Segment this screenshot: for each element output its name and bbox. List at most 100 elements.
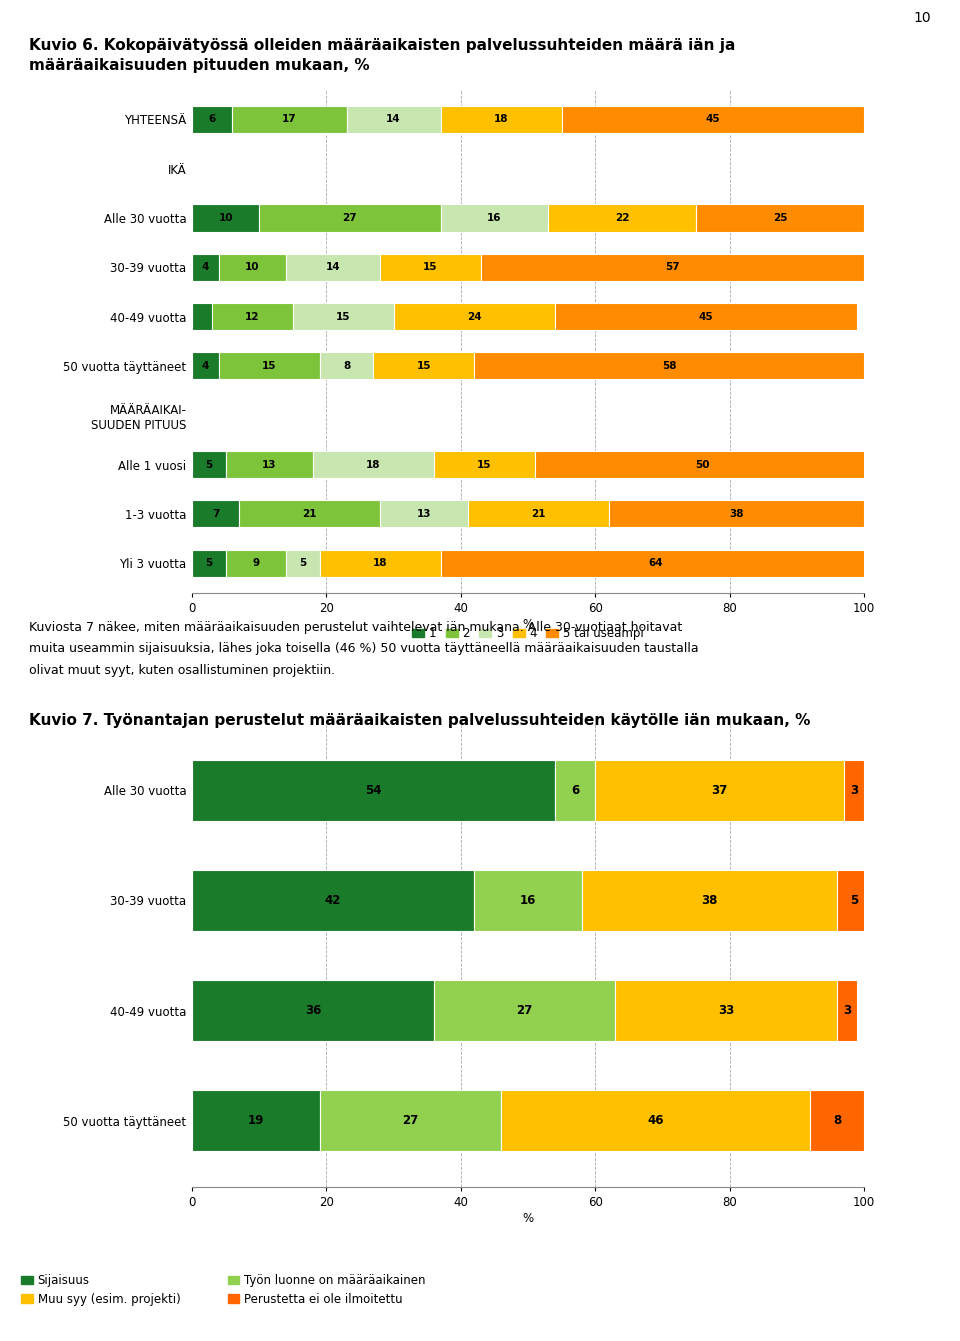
Bar bbox=[696, 204, 864, 232]
Text: 46: 46 bbox=[647, 1114, 664, 1128]
Bar bbox=[481, 253, 864, 280]
Text: 18: 18 bbox=[493, 114, 509, 125]
Bar bbox=[615, 980, 837, 1041]
Bar bbox=[562, 106, 864, 133]
Bar bbox=[313, 451, 434, 479]
Text: 3: 3 bbox=[850, 783, 858, 797]
Bar bbox=[501, 1090, 810, 1151]
Bar bbox=[844, 760, 864, 821]
Text: 27: 27 bbox=[402, 1114, 419, 1128]
Bar bbox=[441, 204, 548, 232]
Text: 4: 4 bbox=[202, 361, 209, 371]
Bar bbox=[380, 253, 481, 280]
Bar bbox=[474, 870, 582, 931]
X-axis label: %: % bbox=[522, 1211, 534, 1224]
Bar bbox=[394, 303, 555, 330]
Text: 14: 14 bbox=[325, 263, 341, 272]
Bar bbox=[555, 303, 857, 330]
Text: 27: 27 bbox=[516, 1004, 533, 1016]
Text: 50: 50 bbox=[695, 460, 710, 469]
Text: 10: 10 bbox=[245, 263, 260, 272]
Bar bbox=[380, 500, 468, 527]
Bar bbox=[192, 870, 474, 931]
Text: 5: 5 bbox=[300, 558, 306, 569]
Bar bbox=[837, 980, 857, 1041]
Text: 19: 19 bbox=[248, 1114, 264, 1128]
Text: 8: 8 bbox=[343, 361, 350, 371]
Bar bbox=[468, 500, 609, 527]
Text: määräaikaisuuden pituuden mukaan, %: määräaikaisuuden pituuden mukaan, % bbox=[29, 58, 370, 72]
Bar bbox=[441, 106, 562, 133]
Bar bbox=[320, 1090, 501, 1151]
Bar bbox=[226, 451, 313, 479]
Text: 58: 58 bbox=[661, 361, 677, 371]
Bar bbox=[810, 1090, 864, 1151]
Text: 5: 5 bbox=[205, 460, 212, 469]
Legend: 1, 2, 3, 4, 5 tai useampi: 1, 2, 3, 4, 5 tai useampi bbox=[408, 622, 648, 645]
Bar bbox=[192, 253, 219, 280]
Bar bbox=[837, 870, 871, 931]
Text: 21: 21 bbox=[302, 508, 317, 519]
Bar bbox=[192, 106, 232, 133]
Bar bbox=[548, 204, 696, 232]
Text: 16: 16 bbox=[487, 213, 502, 223]
Text: 12: 12 bbox=[245, 311, 260, 322]
Legend: Sijaisuus, Muu syy (esim. projekti), Työn luonne on määräaikainen, Perustetta ei: Sijaisuus, Muu syy (esim. projekti), Työ… bbox=[16, 1269, 430, 1310]
Text: 6: 6 bbox=[208, 114, 216, 125]
Text: 5: 5 bbox=[205, 558, 212, 569]
Bar bbox=[434, 980, 615, 1041]
Bar bbox=[192, 550, 226, 577]
Text: 15: 15 bbox=[262, 361, 276, 371]
Text: 27: 27 bbox=[343, 213, 357, 223]
Bar bbox=[434, 451, 535, 479]
Text: 15: 15 bbox=[477, 460, 492, 469]
Bar bbox=[232, 106, 347, 133]
Bar bbox=[441, 550, 871, 577]
Bar bbox=[219, 253, 286, 280]
Text: 64: 64 bbox=[648, 558, 663, 569]
Bar bbox=[192, 1090, 320, 1151]
Text: 15: 15 bbox=[336, 311, 350, 322]
Bar bbox=[192, 204, 259, 232]
Bar bbox=[192, 303, 212, 330]
Text: 54: 54 bbox=[365, 783, 382, 797]
Text: 24: 24 bbox=[467, 311, 482, 322]
Text: 18: 18 bbox=[372, 558, 388, 569]
Text: 10: 10 bbox=[914, 11, 931, 24]
Text: 13: 13 bbox=[262, 460, 276, 469]
Text: Kuvio 7. Työnantajan perustelut määräaikaisten palvelussuhteiden käytölle iän mu: Kuvio 7. Työnantajan perustelut määräaik… bbox=[29, 713, 810, 728]
Text: muita useammin sijaisuuksia, lähes joka toisella (46 %) 50 vuotta täyttäneellä m: muita useammin sijaisuuksia, lähes joka … bbox=[29, 642, 699, 656]
Text: 21: 21 bbox=[531, 508, 545, 519]
Text: 36: 36 bbox=[304, 1004, 322, 1016]
Text: 42: 42 bbox=[324, 894, 342, 907]
Bar bbox=[226, 550, 286, 577]
Text: 18: 18 bbox=[366, 460, 381, 469]
Text: 17: 17 bbox=[282, 114, 297, 125]
Bar bbox=[582, 870, 837, 931]
Bar bbox=[239, 500, 380, 527]
Text: 15: 15 bbox=[417, 361, 431, 371]
Bar bbox=[212, 303, 293, 330]
Bar bbox=[192, 353, 219, 380]
Text: 22: 22 bbox=[614, 213, 630, 223]
Bar bbox=[555, 760, 595, 821]
Bar bbox=[192, 500, 239, 527]
Text: 3: 3 bbox=[843, 1004, 852, 1016]
Bar bbox=[219, 353, 320, 380]
Bar bbox=[595, 760, 844, 821]
Bar bbox=[286, 253, 380, 280]
Bar bbox=[474, 353, 864, 380]
Text: 57: 57 bbox=[665, 263, 680, 272]
Bar bbox=[192, 451, 226, 479]
X-axis label: %: % bbox=[522, 617, 534, 630]
Text: Kuvio 6. Kokopäivätyössä olleiden määräaikaisten palvelussuhteiden määrä iän ja: Kuvio 6. Kokopäivätyössä olleiden määräa… bbox=[29, 38, 735, 52]
Bar bbox=[259, 204, 441, 232]
Text: 14: 14 bbox=[386, 114, 401, 125]
Text: 4: 4 bbox=[202, 263, 209, 272]
Text: 37: 37 bbox=[711, 783, 728, 797]
Text: 9: 9 bbox=[252, 558, 259, 569]
Text: 13: 13 bbox=[417, 508, 431, 519]
Text: olivat muut syyt, kuten osallistuminen projektiin.: olivat muut syyt, kuten osallistuminen p… bbox=[29, 664, 335, 677]
Bar bbox=[192, 760, 555, 821]
Text: 10: 10 bbox=[218, 213, 233, 223]
